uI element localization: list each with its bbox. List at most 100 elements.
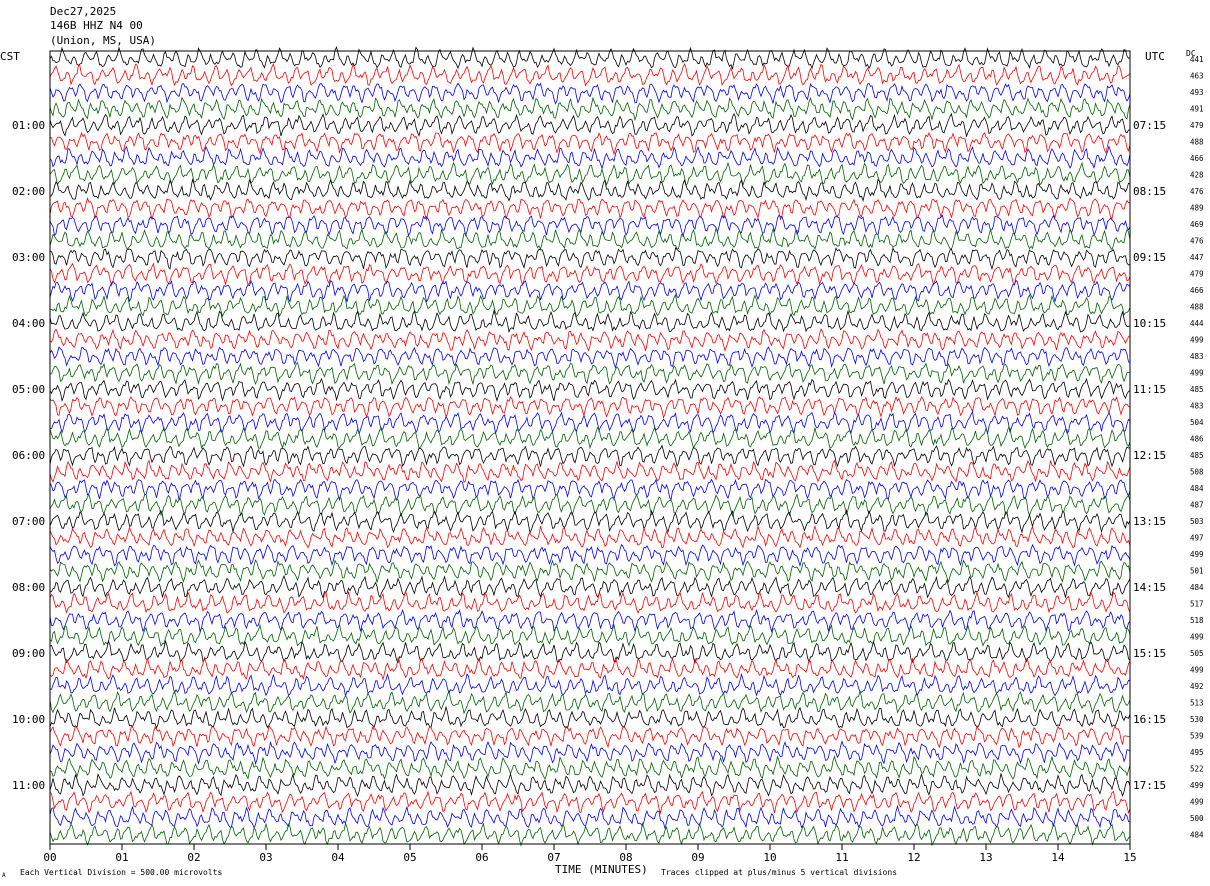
clip-note: Traces clipped at plus/minus 5 vertical … xyxy=(661,868,898,877)
left-time-label: 01:00 xyxy=(12,119,45,132)
dc-offset-label: 499 xyxy=(1190,666,1204,675)
dc-offset-label: 489 xyxy=(1190,204,1204,213)
left-time-label: 06:00 xyxy=(12,449,45,462)
x-axis-ticks: 00 01 02 03 04 05 06 07 08 09 10 11 12 13 14 15 xyxy=(43,844,1137,864)
x-tick-label: 01 xyxy=(115,851,128,864)
dc-offset-label: 497 xyxy=(1190,534,1204,543)
right-time-label: 14:15 xyxy=(1133,581,1166,594)
dc-offset-label: 476 xyxy=(1190,187,1204,196)
dc-offset-label: 486 xyxy=(1190,435,1204,444)
dc-offset-label: 428 xyxy=(1190,171,1204,180)
trace-line-10 xyxy=(49,196,1131,222)
dc-offset-label: 479 xyxy=(1190,270,1204,279)
trace-line-28 xyxy=(49,493,1131,518)
dc-offset-label: 463 xyxy=(1190,72,1204,81)
dc-offset-label: 485 xyxy=(1190,385,1204,394)
dc-offset-label: 469 xyxy=(1190,220,1204,229)
trace-line-33 xyxy=(49,574,1131,599)
left-time-label: 02:00 xyxy=(12,185,45,198)
trace-line-11 xyxy=(49,214,1131,238)
trace-line-4 xyxy=(49,96,1131,121)
left-time-label: 09:00 xyxy=(12,647,45,660)
trace-line-7 xyxy=(49,144,1131,170)
header-location: (Union, MS, USA) xyxy=(50,34,156,47)
dc-offset-label: 499 xyxy=(1190,798,1204,807)
x-tick-label: 13 xyxy=(979,851,992,864)
trace-line-6 xyxy=(49,131,1131,156)
dc-offset-label: 508 xyxy=(1190,468,1204,477)
dc-label: DC xyxy=(1186,49,1196,58)
right-time-label: 15:15 xyxy=(1133,647,1166,660)
dc-offset-label: 518 xyxy=(1190,616,1204,625)
trace-line-38 xyxy=(49,656,1131,681)
seismic-traces xyxy=(49,46,1131,847)
right-time-label: 13:15 xyxy=(1133,515,1166,528)
left-time-label: 07:00 xyxy=(12,515,45,528)
dc-offset-label: 505 xyxy=(1190,649,1204,658)
trace-line-24 xyxy=(49,426,1131,450)
dc-offset-label: 522 xyxy=(1190,765,1204,774)
dc-offset-label: 488 xyxy=(1190,138,1204,147)
dc-offset-label: 488 xyxy=(1190,303,1204,312)
trace-line-12 xyxy=(49,226,1131,251)
x-tick-label: 06 xyxy=(475,851,488,864)
trace-line-29 xyxy=(49,509,1131,535)
x-tick-label: 11 xyxy=(835,851,848,864)
trace-line-3 xyxy=(49,82,1131,105)
dc-offset-label: 441 xyxy=(1190,55,1204,64)
trace-line-48 xyxy=(49,821,1131,847)
dc-offset-label: 499 xyxy=(1190,633,1204,642)
dc-offset-label: 513 xyxy=(1190,699,1204,708)
trace-line-14 xyxy=(49,262,1131,287)
trace-line-1 xyxy=(49,46,1131,70)
dc-offset-label: 517 xyxy=(1190,600,1204,609)
dc-offset-label: 484 xyxy=(1190,484,1204,493)
dc-offset-label: 483 xyxy=(1190,402,1204,411)
left-time-label: 04:00 xyxy=(12,317,45,330)
trace-line-45 xyxy=(49,772,1131,798)
dc-offset-label: 487 xyxy=(1190,501,1204,510)
dc-offset-label: 447 xyxy=(1190,253,1204,262)
right-time-label: 11:15 xyxy=(1133,383,1166,396)
dc-offset-label: 484 xyxy=(1190,583,1204,592)
trace-line-36 xyxy=(49,622,1131,647)
trace-line-21 xyxy=(49,377,1131,403)
dc-offset-label: 493 xyxy=(1190,88,1204,97)
x-tick-label: 08 xyxy=(619,851,632,864)
right-time-label: 09:15 xyxy=(1133,251,1166,264)
right-time-labels: 07:15 08:15 09:15 10:15 11:15 12:15 13:15 14:15… xyxy=(1133,119,1166,792)
trace-line-2 xyxy=(49,62,1131,87)
x-tick-label: 04 xyxy=(331,851,345,864)
header-date: Dec27,2025 xyxy=(50,5,117,18)
dc-offset-label: 466 xyxy=(1190,154,1204,163)
dc-offset-label: 500 xyxy=(1190,814,1204,823)
trace-line-32 xyxy=(49,559,1131,584)
trace-line-8 xyxy=(49,161,1131,187)
trace-line-27 xyxy=(49,478,1131,502)
trace-line-37 xyxy=(49,639,1131,664)
x-tick-label: 02 xyxy=(187,851,200,864)
trace-line-39 xyxy=(49,672,1131,697)
corner-mark: A xyxy=(2,872,6,879)
x-tick-label: 14 xyxy=(1051,851,1065,864)
left-time-label: 10:00 xyxy=(12,713,45,726)
x-axis-title: TIME (MINUTES) xyxy=(555,863,648,876)
right-time-label: 08:15 xyxy=(1133,185,1166,198)
right-time-label: 17:15 xyxy=(1133,779,1166,792)
right-time-label: 12:15 xyxy=(1133,449,1166,462)
dc-offset-label: 479 xyxy=(1190,121,1204,130)
trace-line-22 xyxy=(49,395,1131,419)
dc-offset-label: 499 xyxy=(1190,781,1204,790)
trace-line-15 xyxy=(49,279,1131,303)
dc-offset-label: 499 xyxy=(1190,336,1204,345)
dc-offset-label: 503 xyxy=(1190,517,1204,526)
dc-offset-labels: 441 463 493 491 479 488 466 428 476 489 469 476 447 4… xyxy=(1190,55,1204,840)
left-time-label: 05:00 xyxy=(12,383,45,396)
trace-line-42 xyxy=(49,724,1131,749)
x-tick-label: 03 xyxy=(259,851,272,864)
dc-offset-label: 483 xyxy=(1190,352,1204,361)
x-tick-label: 07 xyxy=(547,851,560,864)
trace-line-16 xyxy=(49,293,1131,318)
right-time-label: 16:15 xyxy=(1133,713,1166,726)
